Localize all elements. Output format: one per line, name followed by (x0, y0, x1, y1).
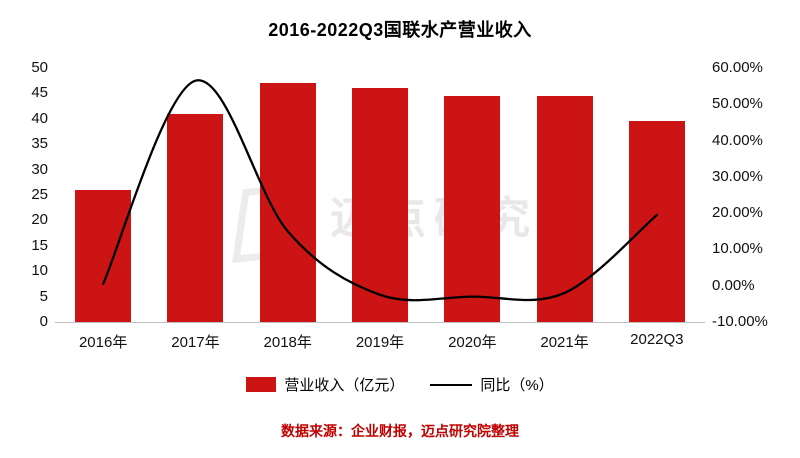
bar (352, 88, 408, 322)
x-axis-label: 2018年 (263, 334, 312, 351)
legend-bar-label: 营业收入（亿元） (284, 377, 405, 394)
left-axis-tick: 25 (31, 186, 48, 203)
left-axis-tick: 15 (31, 236, 48, 254)
left-axis-tick: 10 (31, 262, 48, 280)
right-axis-tick: 20.00% (712, 204, 763, 222)
bar (536, 95, 593, 322)
bar (167, 113, 224, 322)
right-axis-tick: 10.00% (712, 240, 763, 258)
bar (75, 189, 132, 322)
bar (259, 83, 316, 322)
left-axis-tick: 20 (31, 211, 48, 229)
right-axis-tick: 30.00% (712, 167, 763, 185)
x-axis-label: 2019年 (355, 334, 405, 351)
right-axis-tick: -10.00% (712, 313, 768, 330)
bar (628, 121, 685, 322)
x-axis-label: 2020年 (448, 334, 497, 351)
x-axis-line (55, 322, 705, 323)
left-axis-tick: 30 (31, 160, 48, 178)
legend: 营业收入（亿元） 同比（%） (0, 374, 800, 395)
x-axis-label: 2022Q3 (630, 331, 684, 348)
right-axis-tick: 60.00% (712, 59, 763, 76)
bar (444, 95, 501, 322)
right-axis-tick: 40.00% (712, 131, 763, 149)
x-axis-label: 2021年 (540, 334, 589, 351)
right-axis-tick: 0.00% (712, 276, 755, 294)
x-axis-label: 2016年 (78, 334, 128, 351)
left-axis-tick: 45 (31, 84, 48, 102)
source-note: 数据来源：企业财报，迈点研究院整理 (281, 423, 519, 439)
left-axis-tick: 0 (39, 313, 48, 330)
left-axis-tick: 50 (31, 59, 48, 76)
legend-item-revenue: 营业收入（亿元） (246, 374, 404, 395)
legend-line-label: 同比（%） (480, 377, 554, 394)
legend-line-swatch (430, 383, 473, 386)
left-axis-tick: 35 (31, 135, 48, 153)
right-axis-tick: 50.00% (712, 95, 763, 113)
left-axis-tick: 40 (31, 109, 48, 127)
left-axis-tick: 5 (39, 287, 48, 305)
chart-title: 2016-2022Q3国联水产营业收入 (268, 20, 532, 40)
legend-item-yoy: 同比（%） (430, 374, 554, 395)
x-axis-label: 2017年 (171, 334, 220, 351)
legend-bar-swatch (246, 377, 277, 392)
